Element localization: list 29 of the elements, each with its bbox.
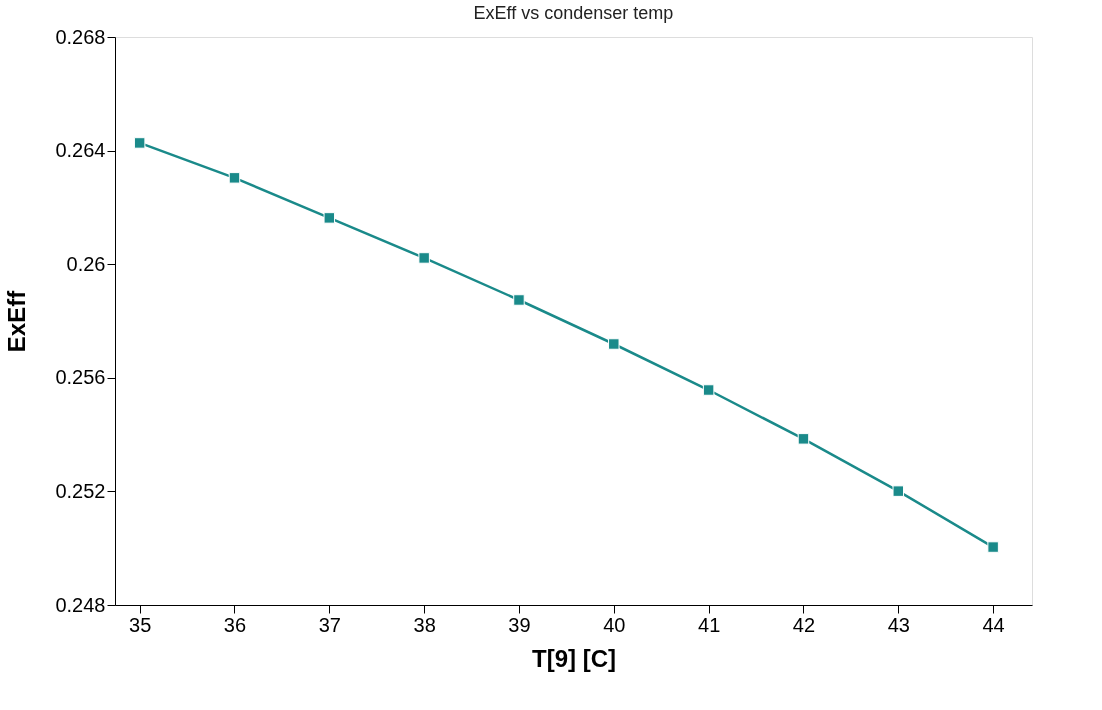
point — [228, 172, 241, 184]
x-tick-label: 42 — [792, 613, 816, 636]
point — [987, 541, 999, 553]
chart-title: ExEff vs condenser temp — [473, 3, 674, 23]
y-tick-label: 0.252 — [55, 479, 106, 502]
y-tick-label: 0.268 — [55, 25, 106, 48]
y-tick-label: 0.264 — [55, 139, 106, 162]
point — [133, 137, 146, 149]
x-tick-label: 36 — [223, 613, 247, 636]
x-tick-label: 44 — [982, 613, 1005, 636]
point — [513, 294, 525, 306]
x-tick-label: 43 — [887, 613, 910, 636]
x-tick-label: 35 — [129, 613, 152, 636]
y-axis-title: ExEff — [3, 289, 31, 353]
y-tick-label: 0.26 — [66, 252, 106, 275]
y-tick-label: 0.256 — [55, 366, 106, 389]
point — [323, 212, 336, 224]
y-tick-label: 0.248 — [55, 593, 106, 616]
x-tick-label: 39 — [508, 613, 531, 636]
point — [797, 433, 810, 445]
point — [418, 252, 430, 264]
point — [892, 485, 905, 497]
x-tick-label: 38 — [413, 613, 436, 636]
x-tick-label: 41 — [698, 613, 721, 636]
x-axis-title: T[9] [C] — [532, 644, 616, 672]
point — [608, 338, 620, 350]
x-tick-label: 40 — [603, 613, 626, 636]
x-tick-label: 37 — [318, 613, 341, 636]
point — [702, 384, 715, 396]
